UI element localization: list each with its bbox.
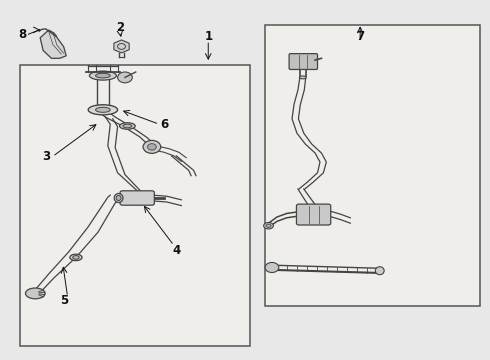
- Text: 6: 6: [160, 118, 168, 131]
- Ellipse shape: [88, 105, 118, 115]
- Circle shape: [265, 262, 279, 273]
- Bar: [20, 65, 250, 346]
- Bar: [265, 25, 480, 306]
- FancyBboxPatch shape: [296, 204, 331, 225]
- Ellipse shape: [89, 71, 116, 80]
- Text: 2: 2: [116, 21, 124, 33]
- Ellipse shape: [73, 256, 79, 259]
- Polygon shape: [40, 31, 66, 58]
- Ellipse shape: [96, 73, 110, 78]
- Ellipse shape: [264, 222, 273, 229]
- Ellipse shape: [120, 123, 135, 129]
- Ellipse shape: [266, 224, 271, 228]
- Circle shape: [118, 72, 132, 83]
- Text: 1: 1: [204, 30, 212, 42]
- Text: 8: 8: [18, 28, 26, 41]
- Text: 3: 3: [43, 150, 50, 163]
- Circle shape: [143, 140, 161, 153]
- Ellipse shape: [96, 107, 110, 112]
- Ellipse shape: [116, 195, 121, 201]
- FancyBboxPatch shape: [120, 191, 154, 205]
- Text: 7: 7: [356, 30, 364, 42]
- Ellipse shape: [375, 267, 384, 275]
- Ellipse shape: [70, 254, 82, 261]
- Ellipse shape: [25, 288, 45, 299]
- Circle shape: [147, 144, 156, 150]
- Ellipse shape: [123, 124, 132, 128]
- Ellipse shape: [299, 76, 306, 79]
- Text: 5: 5: [60, 294, 68, 307]
- Text: 4: 4: [172, 244, 180, 257]
- FancyBboxPatch shape: [289, 54, 318, 69]
- Ellipse shape: [114, 194, 123, 202]
